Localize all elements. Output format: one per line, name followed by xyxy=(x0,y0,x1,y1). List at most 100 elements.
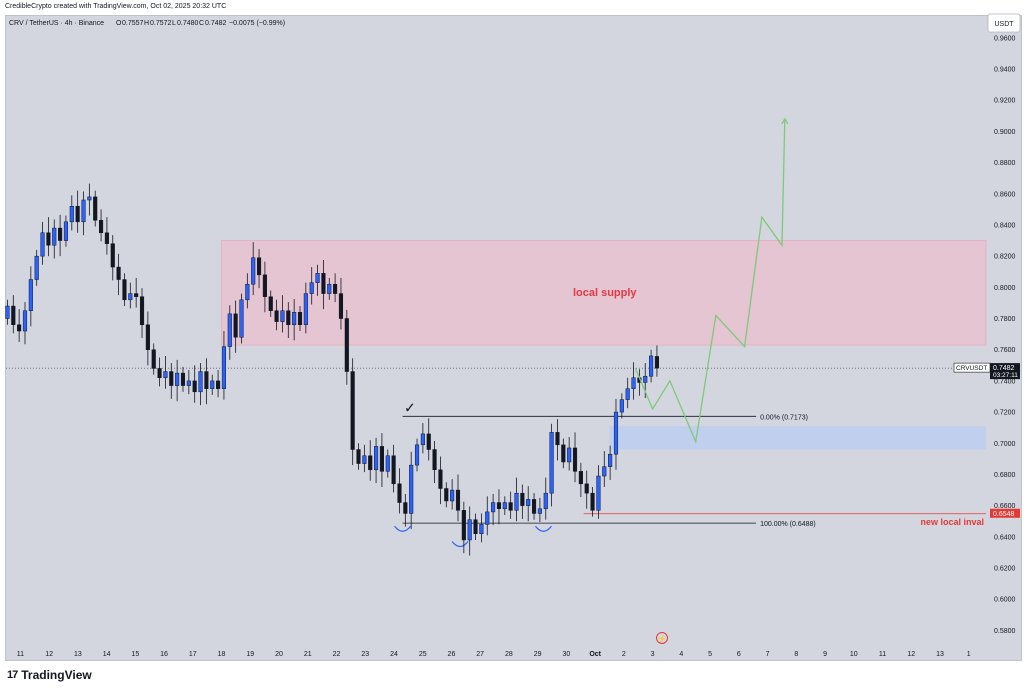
check-mark-icon: ✓ xyxy=(404,399,416,415)
candle-body xyxy=(116,266,121,280)
event-icon[interactable] xyxy=(656,632,668,644)
candle-body xyxy=(444,488,449,502)
candle xyxy=(104,217,109,255)
candle-body xyxy=(227,313,232,347)
fib-top-label: 0.00% (0.7173) xyxy=(760,414,808,421)
candle xyxy=(467,506,472,556)
candle-body xyxy=(654,356,660,369)
price-tick-label: 0.8600 xyxy=(994,191,1016,198)
tradingview-brand[interactable]: 17 TradingView xyxy=(7,668,92,682)
candle-body xyxy=(526,499,531,506)
ohlc-legend: O 0.7557 H 0.7572 L 0.7480 C 0.7482 −0.0… xyxy=(116,20,285,27)
candle xyxy=(180,366,186,392)
candle xyxy=(479,513,484,543)
candle xyxy=(139,288,145,339)
candle xyxy=(572,432,578,483)
price-tick-label: 0.9400 xyxy=(994,67,1016,74)
candle-body xyxy=(22,310,28,332)
candle-body xyxy=(379,446,384,472)
candle-body xyxy=(514,492,519,511)
time-tick-label: Oct xyxy=(589,651,601,658)
candle xyxy=(98,209,104,242)
candle xyxy=(292,299,297,341)
time-tick-label: 22 xyxy=(333,651,341,658)
time-tick-label: 25 xyxy=(419,651,427,658)
time-tick-label: 9 xyxy=(823,651,827,658)
candle xyxy=(432,440,437,484)
candle-body xyxy=(531,499,537,514)
candle xyxy=(163,355,168,389)
candle-body xyxy=(280,310,285,322)
price-tick-label: 0.7000 xyxy=(994,441,1016,448)
candle xyxy=(344,309,349,385)
candle xyxy=(58,214,63,257)
candle xyxy=(455,474,461,522)
price-tick-label: 0.6200 xyxy=(994,566,1016,573)
candle xyxy=(461,501,466,554)
candle-body xyxy=(625,388,630,400)
candle-body xyxy=(192,380,197,393)
projection-arrow-icon xyxy=(781,117,789,125)
time-tick-label: 18 xyxy=(218,651,226,658)
candle-body xyxy=(496,502,502,510)
time-tick-label: 11 xyxy=(17,651,24,658)
bottom-arc-2 xyxy=(451,541,469,548)
inval-label: new local inval xyxy=(920,517,984,527)
candle-body xyxy=(216,380,221,389)
price-tick-label: 0.9000 xyxy=(994,129,1016,136)
candle-body xyxy=(233,313,238,338)
candle xyxy=(274,299,279,331)
candle-body xyxy=(210,380,215,389)
candle xyxy=(28,266,33,327)
candle-body xyxy=(98,220,104,234)
time-tick-label: 13 xyxy=(936,651,944,658)
candles-layer xyxy=(5,183,660,556)
candle-body xyxy=(186,380,191,386)
candle xyxy=(333,273,338,303)
candle xyxy=(338,277,344,330)
candle-body xyxy=(467,519,472,541)
bottom-arc-3 xyxy=(534,525,552,532)
candle xyxy=(613,398,619,470)
inval-price: 0.6548 xyxy=(993,511,1015,518)
time-axis[interactable]: 11 12 13 14 15 16 17 18 19 20 21 22 23 24 25 26 27 28 29 30… xyxy=(17,651,971,658)
price-axis[interactable]: 0.9600 0.9400 0.9200 0.9000 0.8800 0.8600 0.84… xyxy=(994,35,1016,635)
candle xyxy=(34,249,39,286)
candle-body xyxy=(368,455,373,471)
candle xyxy=(40,221,45,265)
candle-body xyxy=(34,255,39,280)
candle xyxy=(11,295,16,334)
time-tick-label: 8 xyxy=(794,651,798,658)
candle xyxy=(596,465,601,519)
candle-body xyxy=(567,447,572,463)
candle-body xyxy=(58,227,63,241)
candle xyxy=(631,362,636,400)
candle xyxy=(22,302,28,345)
time-tick-label: 14 xyxy=(103,651,111,658)
low-value: 0.7480 xyxy=(177,20,199,27)
candle-body xyxy=(134,293,139,297)
candle-body xyxy=(403,502,408,514)
open-value: 0.7557 xyxy=(122,20,144,27)
countdown: 03:27:11 xyxy=(993,372,1018,379)
time-tick-label: 5 xyxy=(708,651,712,658)
candle xyxy=(520,484,525,519)
time-tick-label: 6 xyxy=(737,651,741,658)
price-tick-label: 0.6600 xyxy=(994,503,1016,510)
candle xyxy=(157,357,162,387)
candle xyxy=(561,438,566,469)
bottom-arc-1 xyxy=(394,525,412,532)
price-tick-label: 0.7600 xyxy=(994,347,1016,354)
candle xyxy=(625,377,630,409)
candle xyxy=(233,300,238,353)
candle-body xyxy=(93,196,98,221)
currency-button[interactable] xyxy=(987,13,1021,33)
candle xyxy=(175,359,180,402)
candle-body xyxy=(450,489,455,502)
candle xyxy=(239,293,244,344)
candle xyxy=(368,440,373,481)
candle-body xyxy=(239,299,244,338)
candle-body xyxy=(169,371,174,386)
candle-body xyxy=(479,524,484,534)
